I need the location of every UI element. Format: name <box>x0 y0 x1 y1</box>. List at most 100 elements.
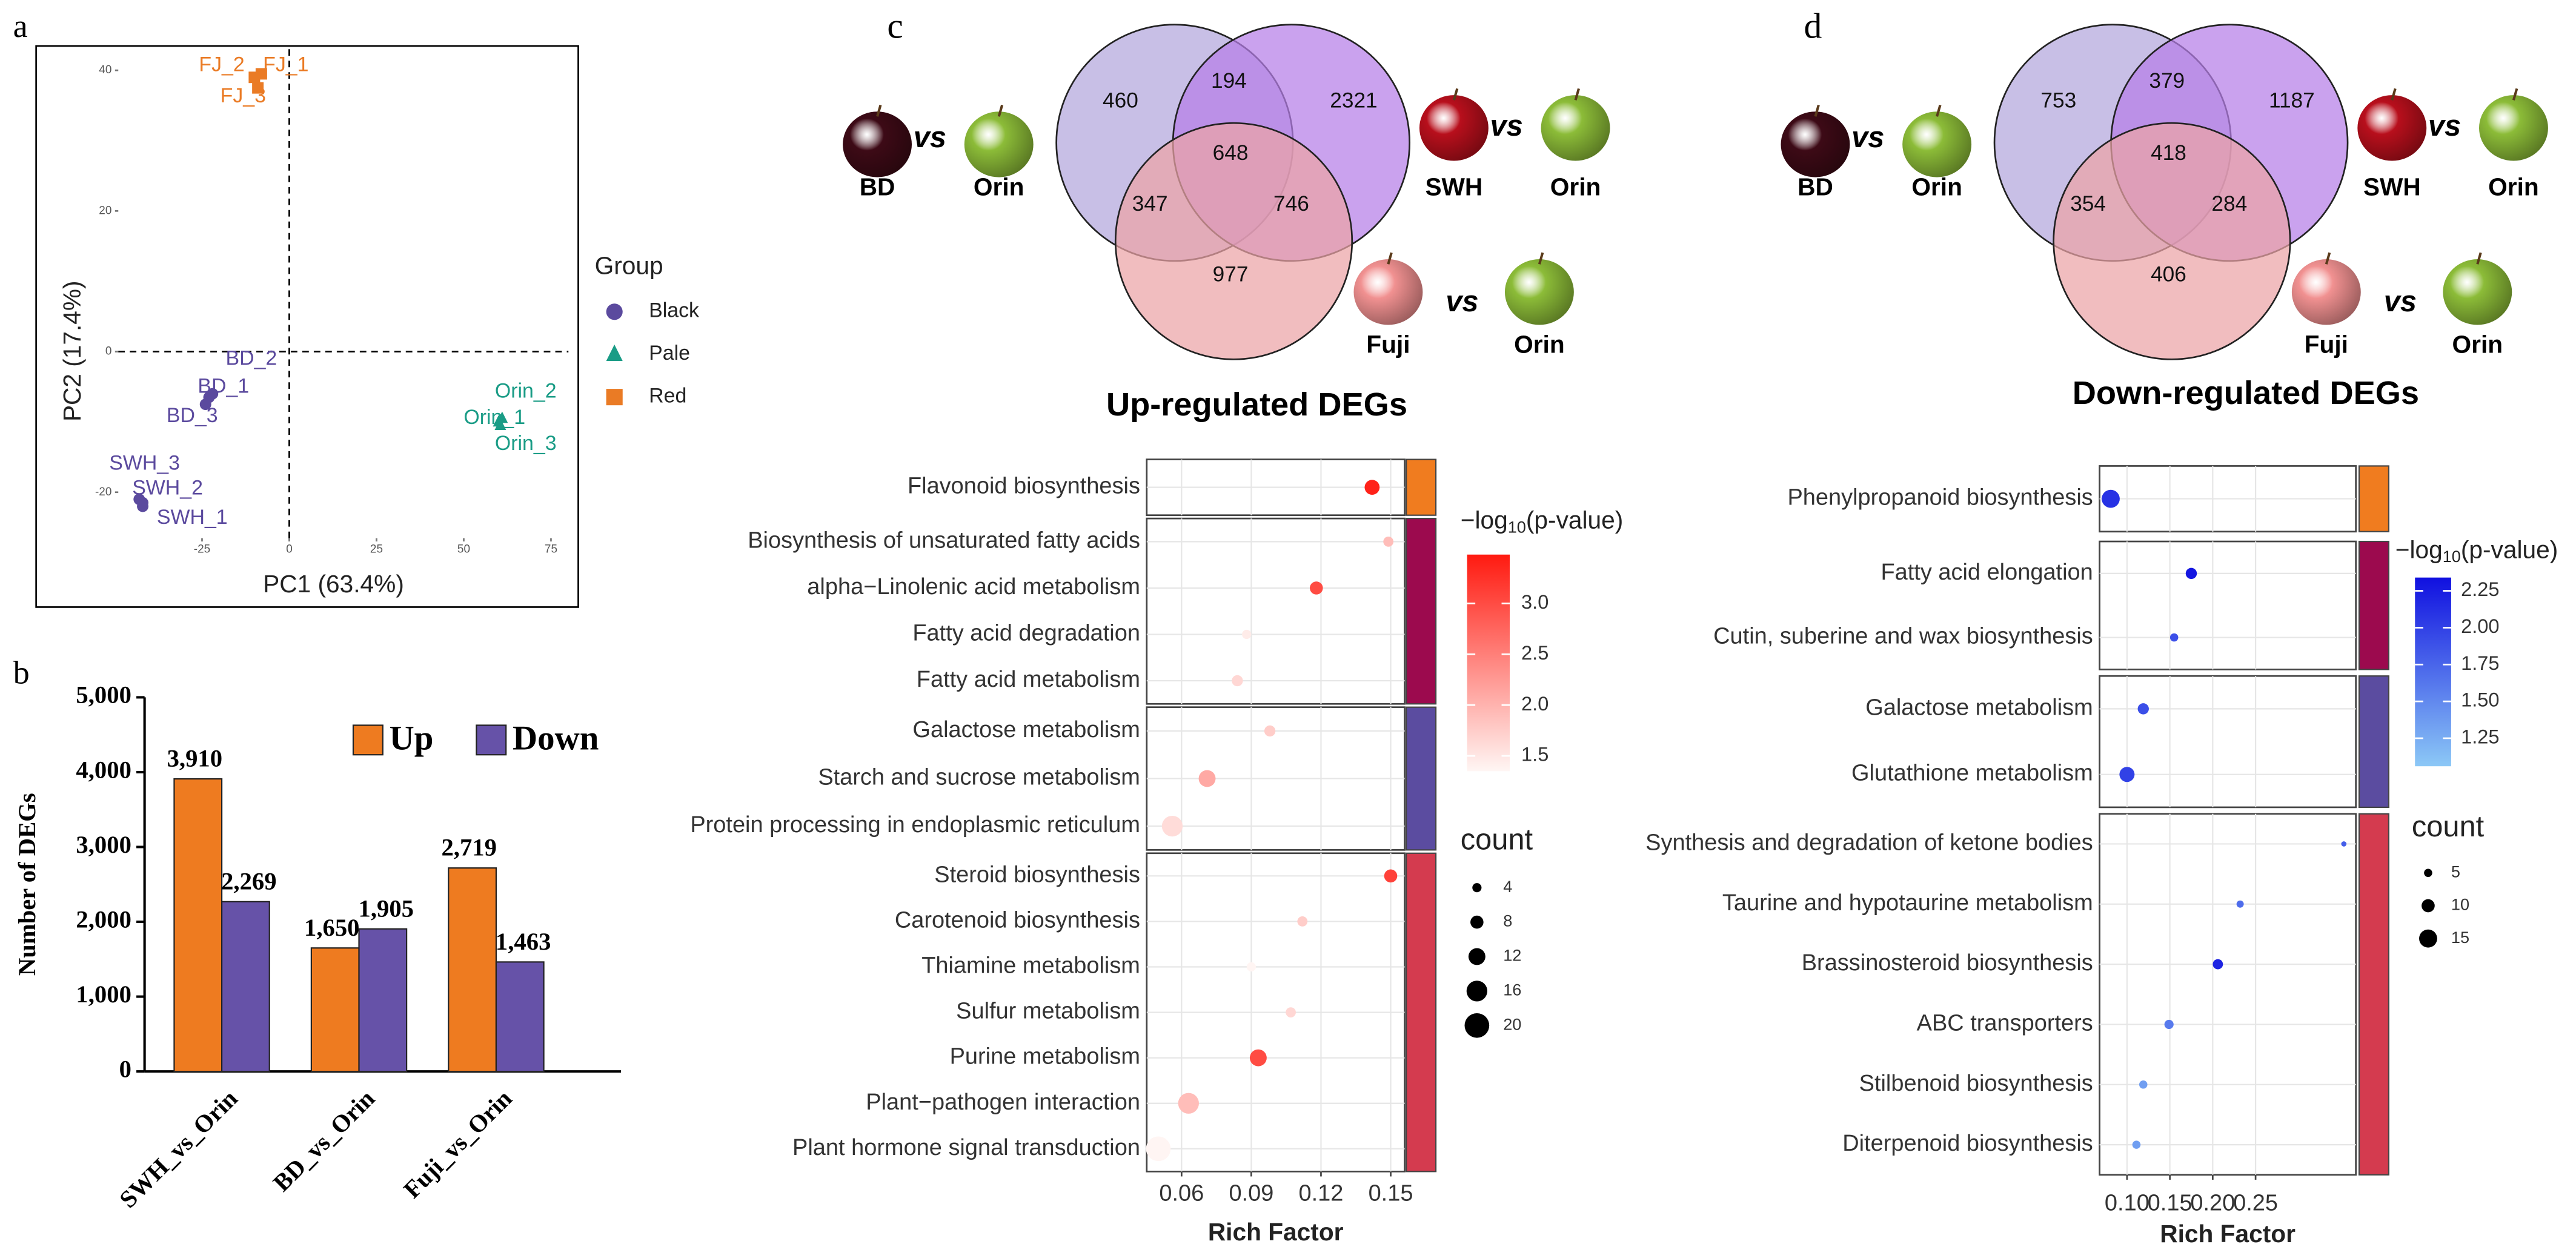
apple-icon <box>2479 95 2548 161</box>
category-label: Glutathione metabolism <box>1851 761 2093 786</box>
y-tick-label: 1,000 <box>76 981 131 1008</box>
apple-stem <box>1574 88 1580 101</box>
category-label: Thiamine metabolism <box>921 953 1140 979</box>
value-label: 1,905 <box>359 895 414 922</box>
colorbar-tick-label: 3.0 <box>1521 591 1549 613</box>
point-label: Orin_1 <box>463 406 525 429</box>
colorbar-tick-label: 2.0 <box>1521 693 1549 715</box>
venn-set <box>1114 122 1353 360</box>
colorbar-tick-label: 1.50 <box>2461 689 2499 711</box>
venn-count: 460 <box>1103 88 1138 112</box>
point-label: FJ_3 <box>221 84 266 107</box>
size-legend-dot <box>1470 915 1484 929</box>
x-tick-label: 75 <box>545 543 557 556</box>
size-legend-label: 5 <box>2451 862 2460 881</box>
apple-stem <box>2391 88 2397 101</box>
x-tick-label: 0 <box>286 543 293 556</box>
venn-count: 648 <box>1213 141 1249 165</box>
dot <box>2139 1080 2148 1089</box>
y-axis-label: PC2 (17.4%) <box>58 280 86 422</box>
dot <box>1310 581 1323 595</box>
apple-icon <box>2357 95 2427 161</box>
group-strip <box>1406 518 1437 705</box>
y-tick-label: 4,000 <box>76 756 131 783</box>
category-label: Fatty acid metabolism <box>917 667 1140 692</box>
apple-stem <box>2512 88 2518 101</box>
apple-stem <box>1452 88 1459 101</box>
vs-label: vs <box>1490 110 1523 142</box>
set-label: Fuji <box>1366 330 1410 358</box>
dot <box>1161 815 1183 837</box>
category-label: Galactose metabolism <box>912 717 1140 743</box>
category-label: Fatty acid degradation <box>912 620 1140 646</box>
group-panel <box>2099 675 2357 809</box>
point <box>248 71 261 84</box>
apple-stem <box>1538 252 1544 265</box>
apple-icon <box>843 111 912 177</box>
category-label: Carotenoid biosynthesis <box>895 907 1140 933</box>
size-legend-label: 10 <box>2451 895 2469 914</box>
category-label: Galactose metabolism <box>1865 695 2093 720</box>
panel-label: b <box>13 655 30 691</box>
dot <box>2119 767 2135 782</box>
apple-icon <box>1504 259 1574 325</box>
venn-count: 2321 <box>1330 88 1377 112</box>
vs-label: vs <box>914 121 946 154</box>
legend-label: Red <box>649 385 686 408</box>
group-strip <box>2358 675 2389 809</box>
set-reference: Orin <box>974 173 1024 200</box>
legend-label: Up <box>390 719 434 758</box>
size-legend-dot <box>2422 899 2435 913</box>
colorbar-tick-label: 2.5 <box>1521 642 1549 664</box>
colorbar-tick-label: 1.5 <box>1521 744 1549 766</box>
point <box>199 399 211 411</box>
colorbar-tick-label: 1.25 <box>2461 726 2499 748</box>
x-axis-label: Rich Factor <box>1208 1218 1344 1246</box>
size-legend-label: 20 <box>1503 1014 1521 1033</box>
group-strip <box>2358 540 2389 670</box>
apple-icon <box>1781 111 1850 177</box>
point-label: SWH_2 <box>132 476 203 499</box>
y-tick-label: 0 <box>119 1055 131 1082</box>
category-label: Protein processing in endoplasmic reticu… <box>690 812 1140 838</box>
venn-count: 379 <box>2149 69 2185 93</box>
legend-label: Pale <box>649 342 690 365</box>
dot <box>2164 1019 2174 1030</box>
value-label: 1,650 <box>304 914 359 941</box>
legend-swatch <box>476 724 507 756</box>
x-tick-label: 0.20 <box>2190 1191 2235 1216</box>
category-label: Taurine and hypotaurine metabolism <box>1722 890 2093 916</box>
x-tick-label: Fuji_vs_Orin <box>398 1085 517 1203</box>
category-label: Diterpenoid biosynthesis <box>1842 1131 2093 1156</box>
bar <box>448 867 497 1073</box>
bar <box>221 901 270 1073</box>
point-label: BD_2 <box>226 346 277 369</box>
value-label: 2,719 <box>441 834 496 861</box>
y-tick-label: 2,000 <box>76 905 131 933</box>
vs-label: vs <box>1851 121 1884 154</box>
legend-symbol <box>606 344 623 362</box>
apple-stem <box>997 104 1004 117</box>
category-label: Plant hormone signal transduction <box>792 1135 1140 1160</box>
category-label: Cutin, suberine and wax biosynthesis <box>1713 624 2093 649</box>
size-legend-title: count <box>1461 824 1533 856</box>
x-tick-label: 0.06 <box>1159 1180 1204 1206</box>
value-label: 2,269 <box>221 867 276 895</box>
size-legend-label: 4 <box>1503 877 1512 896</box>
y-tick-label: 40 <box>99 64 111 76</box>
size-legend-dot <box>1466 981 1488 1002</box>
dot <box>2169 633 2179 642</box>
size-legend-dot <box>1472 883 1482 893</box>
venn-title: Down-regulated DEGs <box>2073 375 2419 411</box>
x-tick-label: 0.09 <box>1229 1180 1273 1206</box>
category-label: Synthesis and degradation of ketone bodi… <box>1645 830 2093 855</box>
set-label: BD <box>860 173 895 200</box>
size-legend-title: count <box>2412 810 2485 843</box>
bar <box>358 928 408 1073</box>
dot <box>2137 703 2149 715</box>
dot <box>2341 841 2347 847</box>
apple-icon <box>964 111 1034 177</box>
value-label: 1,463 <box>496 928 551 955</box>
dot <box>1364 480 1380 495</box>
